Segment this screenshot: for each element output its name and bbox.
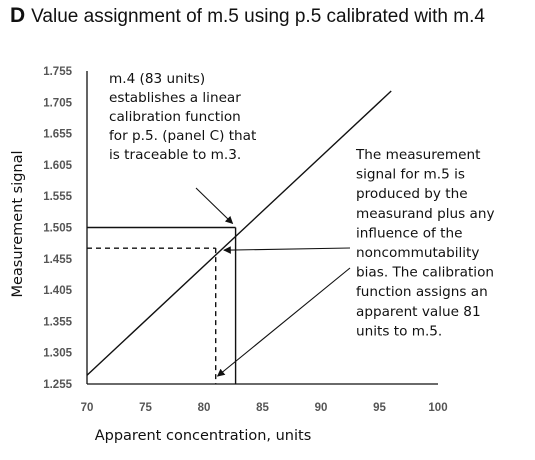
annotation-m5-line: function assigns an [356,284,488,300]
annotation-m5-arrow-to-axis [216,267,351,377]
x-axis-label: Apparent concentration, units [95,428,312,444]
annotation-m5-line: noncommutability [356,245,479,261]
annotation-m4-arrow [195,187,234,225]
annotation-m5-line: units to m.5. [356,323,442,339]
annotation-m4-line: establishes a linear [109,90,241,106]
y-axis-label: Measurement signal [10,150,26,297]
annotation-m4-line: for p.5. (panel C) that [109,128,256,144]
annotation-m5-line: The measurement [355,147,480,163]
annotation-m5-arrow-to-point [223,246,351,254]
annotation-m4-line: calibration function [109,109,241,125]
annotation-m4-line: is traceable to m.3. [109,147,241,163]
y-tick-label: 1.705 [43,97,72,109]
y-tick-label: 1.455 [43,254,72,266]
annotation-m5-line: apparent value 81 [356,304,481,320]
x-tick-label: 90 [315,402,328,414]
y-tick-label: 1.355 [43,316,72,328]
y-tick-label: 1.255 [43,379,72,391]
annotation-m5-line: produced by the [356,186,468,202]
x-tick-label: 75 [139,402,152,414]
x-tick-label: 95 [373,402,386,414]
y-tick-label: 1.555 [43,191,72,203]
y-tick-label: 1.755 [43,66,72,78]
annotation-m5-line: signal for m.5 is [356,167,465,183]
x-tick-label: 85 [256,402,269,414]
y-tick-label: 1.655 [43,129,72,141]
y-tick-label: 1.305 [43,348,72,360]
calibration-line [86,90,392,376]
y-tick-label: 1.405 [43,285,72,297]
annotation-m5-line: measurand plus any [356,206,495,222]
x-tick-label: 80 [198,402,211,414]
x-tick-label: 100 [428,402,447,414]
panel-title-text: Value assignment of m.5 using p.5 calibr… [31,6,485,27]
annotation-m4-line: m.4 (83 units) [109,71,205,87]
y-tick-label: 1.505 [43,223,72,235]
y-tick-label: 1.605 [43,160,72,172]
x-tick-label: 70 [81,402,94,414]
annotation-m5-line: influence of the [356,225,462,241]
annotation-m5-line: bias. The calibration [356,265,494,281]
panel-letter: D [10,4,26,27]
panel-title: D Value assignment of m.5 using p.5 calib… [10,4,485,28]
